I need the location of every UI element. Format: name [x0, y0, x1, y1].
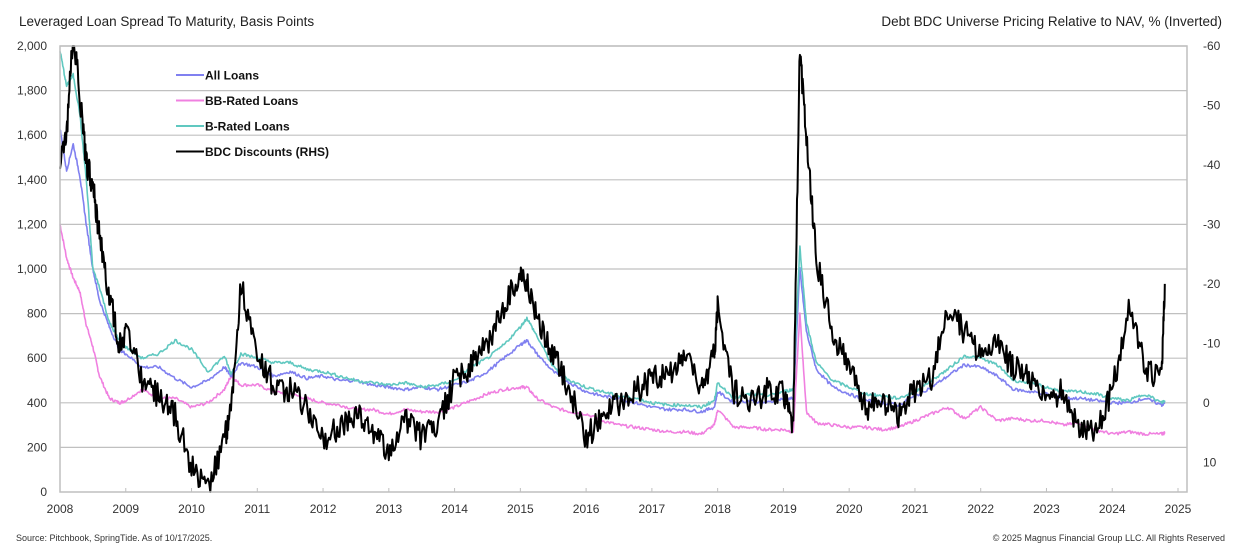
- x-axis-tick-label: 2017: [639, 502, 666, 516]
- x-axis-tick-label: 2024: [1099, 502, 1126, 516]
- right-axis-tick-label: 0: [1203, 396, 1210, 410]
- left-axis-tick-label: 1,200: [17, 217, 47, 231]
- left-axis-tick-label: 400: [27, 396, 47, 410]
- x-axis-tick-label: 2016: [573, 502, 600, 516]
- series-lines: [59, 45, 1166, 493]
- right-axis-tick-label: -50: [1203, 98, 1221, 112]
- x-axis-tick-label: 2013: [375, 502, 402, 516]
- left-axis-tick-label: 1,800: [17, 84, 47, 98]
- left-axis-tick-label: 1,600: [17, 128, 47, 142]
- legend-label: BB-Rated Loans: [205, 94, 299, 108]
- right-axis-tick-label: -60: [1203, 39, 1221, 53]
- x-axis-tick-label: 2008: [47, 502, 74, 516]
- bb-rated-line: [59, 224, 1166, 437]
- x-axis-tick-label: 2010: [178, 502, 205, 516]
- left-axis-title: Leveraged Loan Spread To Maturity, Basis…: [19, 14, 315, 29]
- x-axis-tick-label: 2014: [441, 502, 468, 516]
- legend-label: All Loans: [205, 69, 259, 83]
- left-axis-tick-label: 800: [27, 307, 47, 321]
- left-axis-tick-label: 1,000: [17, 262, 47, 276]
- left-axis-tick-label: 600: [27, 351, 47, 365]
- left-axis-tick-label: 1,400: [17, 173, 47, 187]
- legend-label: BDC Discounts (RHS): [205, 145, 329, 159]
- x-axis-tick-label: 2015: [507, 502, 534, 516]
- right-axis-tick-label: -40: [1203, 158, 1221, 172]
- x-axis-tick-label: 2018: [704, 502, 731, 516]
- x-axis-tick-label: 2023: [1033, 502, 1060, 516]
- x-axis-tick-label: 2009: [112, 502, 139, 516]
- right-axis-ticks: -60 -50 -40 -30 -20 -10 0 10: [1203, 39, 1221, 469]
- x-axis-tick-label: 2021: [902, 502, 929, 516]
- left-axis-tick-label: 0: [40, 485, 47, 499]
- plot-frame: [59, 45, 1188, 493]
- left-axis-tick-label: 200: [27, 440, 47, 454]
- right-axis-tick-label: -30: [1203, 217, 1221, 231]
- right-axis-tick-label: -20: [1203, 277, 1221, 291]
- source-note: Source: Pitchbook, SpringTide. As of 10/…: [16, 533, 213, 543]
- right-axis-tick-label: -10: [1203, 336, 1221, 350]
- b-rated-line: [59, 51, 1166, 410]
- right-axis-title: Debt BDC Universe Pricing Relative to NA…: [881, 14, 1222, 29]
- left-axis-tick-label: 2,000: [17, 39, 47, 53]
- x-axis-tick-label: 2025: [1165, 502, 1192, 516]
- all-loans-line: [59, 129, 1166, 414]
- x-axis-ticks: 2008 2009 2010 2011 2012 2013 2014 2015 2016 2017…: [47, 488, 1192, 516]
- copyright-note: © 2025 Magnus Financial Group LLC. All R…: [992, 533, 1225, 543]
- legend-label: B-Rated Loans: [205, 120, 290, 134]
- x-axis-tick-label: 2019: [770, 502, 797, 516]
- bdc-discounts-line: [59, 45, 1166, 493]
- x-axis-tick-label: 2011: [244, 502, 270, 516]
- x-axis-tick-label: 2020: [836, 502, 863, 516]
- x-axis-tick-label: 2012: [310, 502, 337, 516]
- left-axis-ticks: 0 200 400 600 800 1,000 1,200 1,400 1,600 1,800 2,…: [17, 39, 47, 499]
- right-axis-tick-label: 10: [1203, 455, 1217, 469]
- x-axis-tick-label: 2022: [967, 502, 994, 516]
- legend: All Loans BB-Rated Loans B-Rated Loans BDC …: [176, 69, 329, 159]
